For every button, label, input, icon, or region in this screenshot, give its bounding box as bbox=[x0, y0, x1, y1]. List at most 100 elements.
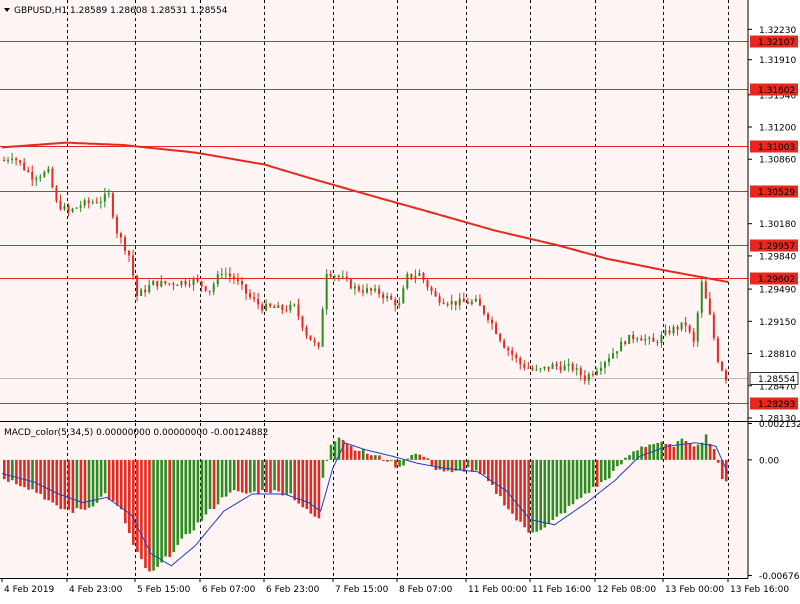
candle-body bbox=[277, 305, 280, 309]
candle-body bbox=[603, 362, 606, 368]
symbol-dropdown-icon[interactable] bbox=[4, 8, 10, 12]
macd-bar bbox=[587, 459, 591, 493]
candle-body bbox=[704, 281, 707, 299]
candle-body bbox=[382, 294, 385, 299]
candle-body bbox=[692, 331, 695, 342]
candle-body bbox=[184, 281, 187, 285]
macd-bar bbox=[624, 457, 627, 460]
candle-body bbox=[128, 250, 131, 256]
macd-bar bbox=[720, 459, 724, 480]
candle-body bbox=[289, 304, 292, 311]
candle-body bbox=[224, 273, 227, 275]
macd-bar bbox=[277, 459, 280, 492]
macd-bar bbox=[19, 459, 22, 487]
macd-bar bbox=[595, 459, 599, 487]
macd-bar bbox=[567, 459, 571, 506]
candle-body bbox=[499, 333, 502, 341]
macd-bar bbox=[63, 459, 67, 510]
candle-body bbox=[95, 202, 98, 204]
macd-bar bbox=[628, 455, 631, 460]
macd-bar bbox=[160, 459, 163, 563]
macd-bar bbox=[192, 459, 196, 531]
candle-body bbox=[583, 375, 586, 381]
candle-body bbox=[535, 369, 538, 371]
macd-bar bbox=[612, 459, 615, 471]
macd-bar bbox=[656, 442, 659, 460]
candle-body bbox=[418, 273, 421, 277]
macd-bar bbox=[132, 459, 135, 545]
time-tick-label: 13 Feb 00:00 bbox=[665, 585, 724, 595]
macd-bar bbox=[184, 459, 188, 535]
candle-body bbox=[115, 216, 118, 234]
candle-body bbox=[551, 364, 554, 369]
macd-bar bbox=[39, 459, 42, 494]
price-tick-label: 1.31910 bbox=[759, 56, 796, 66]
macd-bar bbox=[551, 459, 555, 520]
time-axis[interactable]: 4 Feb 2019 4 Feb 23:00 5 Feb 15:00 6 Feb 07… bbox=[1, 578, 789, 595]
candle-body bbox=[19, 160, 22, 163]
macd-bar bbox=[95, 459, 99, 503]
candle-body bbox=[482, 305, 485, 314]
macd-bar bbox=[684, 441, 688, 460]
candle-body bbox=[474, 298, 477, 302]
macd-bar bbox=[414, 453, 417, 460]
price-axis[interactable]: 1.32230 1.31910 1.31540 1.31200 1.30860 1.301… bbox=[748, 26, 796, 425]
macd-bar bbox=[7, 459, 10, 482]
macd-bar bbox=[333, 441, 337, 460]
macd-bar bbox=[563, 459, 567, 513]
macd-bar bbox=[156, 459, 159, 567]
macd-bar bbox=[91, 459, 95, 507]
candle-body bbox=[63, 206, 66, 210]
candle-body bbox=[172, 283, 175, 285]
candle-body bbox=[575, 368, 578, 370]
macd-bar bbox=[240, 459, 244, 493]
macd-bar bbox=[313, 459, 317, 517]
candle-body bbox=[361, 290, 364, 293]
candle-body bbox=[148, 285, 151, 293]
macd-bar bbox=[228, 459, 232, 493]
candle-body bbox=[567, 363, 570, 366]
macd-bar bbox=[261, 459, 264, 490]
candle-body bbox=[305, 327, 308, 336]
candle-body bbox=[531, 368, 534, 370]
moving-average bbox=[1, 141, 729, 283]
macd-bar bbox=[204, 459, 208, 515]
macd-bar bbox=[575, 459, 579, 500]
macd-bar bbox=[434, 459, 438, 471]
candle-body bbox=[579, 368, 582, 376]
candle-body bbox=[624, 341, 627, 344]
candle-body bbox=[632, 334, 635, 340]
macd-bar bbox=[99, 459, 103, 497]
level-label: 1.32107 bbox=[758, 38, 795, 48]
macd-bar bbox=[394, 459, 397, 468]
candle-body bbox=[462, 298, 465, 302]
macd-bar bbox=[672, 446, 676, 460]
candle-body bbox=[688, 325, 691, 332]
candle-body bbox=[47, 168, 50, 173]
candle-body bbox=[265, 303, 268, 311]
level-label-bg bbox=[750, 83, 798, 96]
candle-body bbox=[196, 278, 199, 282]
macd-bar bbox=[591, 459, 595, 487]
macd-bar bbox=[212, 459, 216, 510]
candle-body bbox=[708, 298, 711, 315]
macd-bar bbox=[495, 459, 498, 494]
macd-bar bbox=[462, 459, 466, 472]
macd-axis[interactable]: 0.0021322 0.00 -0.006767 bbox=[748, 420, 800, 582]
candle-body bbox=[176, 284, 179, 286]
candle-body bbox=[700, 281, 703, 313]
macd-bar bbox=[688, 443, 692, 460]
candle-body bbox=[156, 280, 159, 287]
macd-bar bbox=[503, 459, 506, 506]
candle-body bbox=[3, 160, 5, 162]
candle-body bbox=[91, 202, 94, 204]
macd-bar bbox=[406, 458, 409, 460]
candle-body bbox=[458, 298, 461, 305]
ma-line bbox=[1, 141, 729, 283]
time-tick-label: 4 Feb 23:00 bbox=[69, 585, 123, 595]
macd-bar bbox=[281, 459, 284, 496]
candle-body bbox=[140, 289, 143, 296]
macd-bar bbox=[140, 459, 143, 560]
macd-bar bbox=[47, 459, 50, 501]
